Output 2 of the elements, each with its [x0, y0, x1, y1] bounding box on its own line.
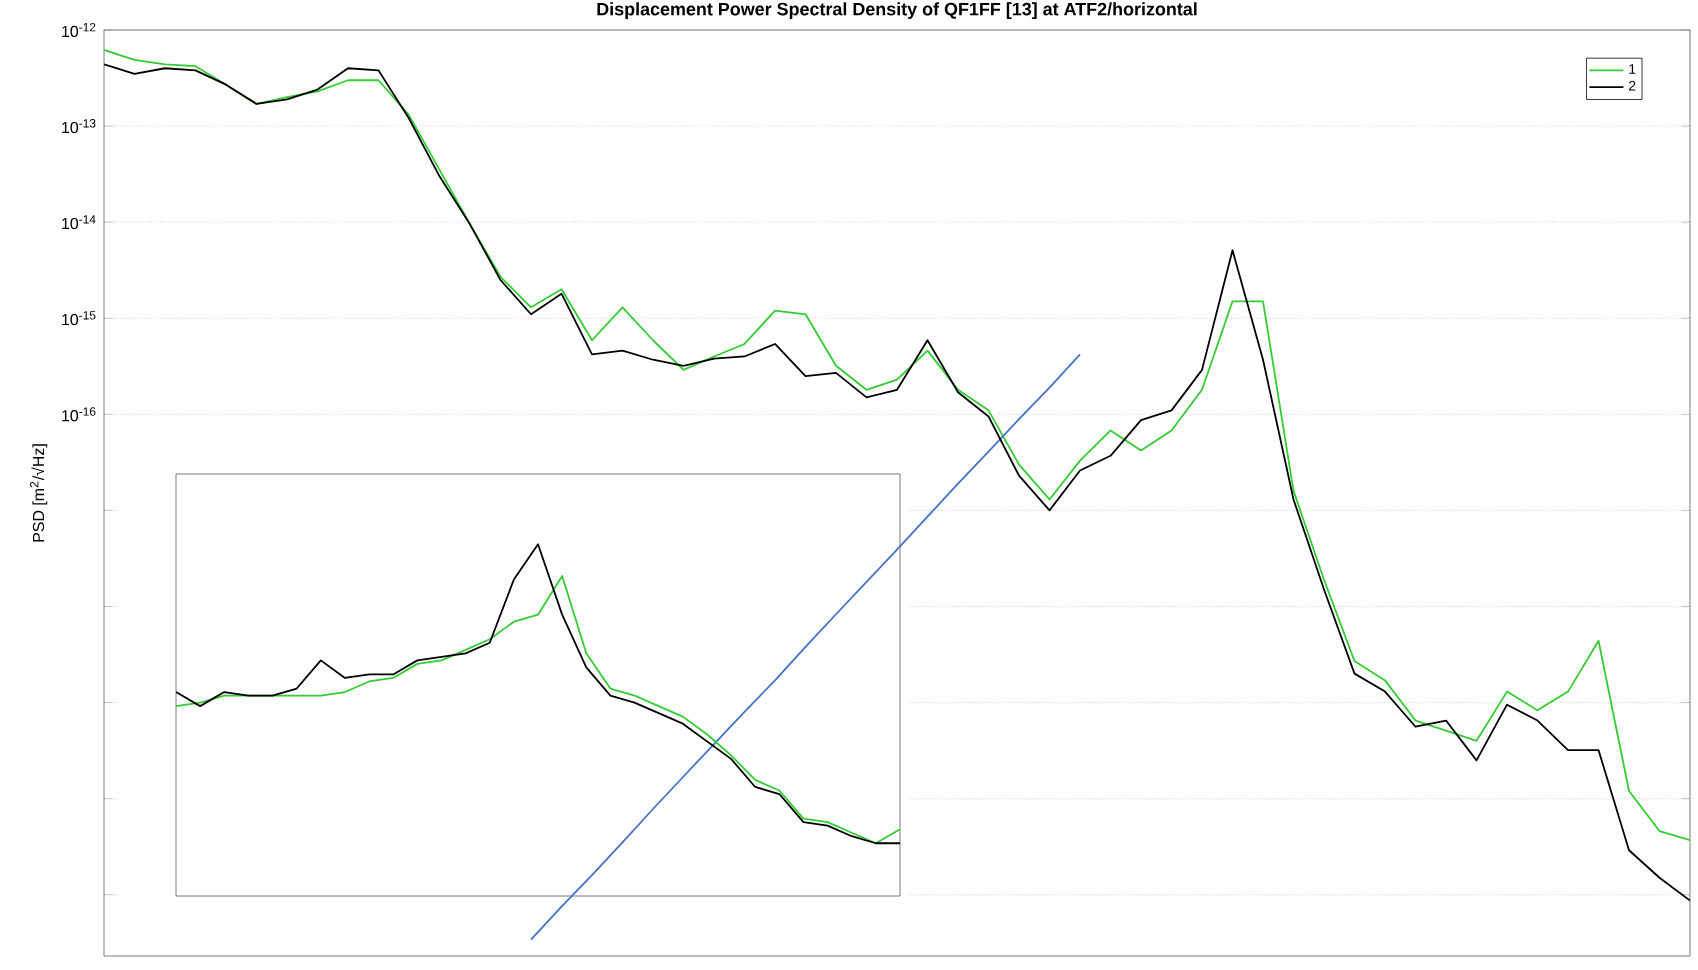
line-series: [530, 353, 1081, 941]
chart-title: Displacement Power Spectral Density of QF1FF [13] at ATF2/horizontal: [597, 2, 1197, 19]
